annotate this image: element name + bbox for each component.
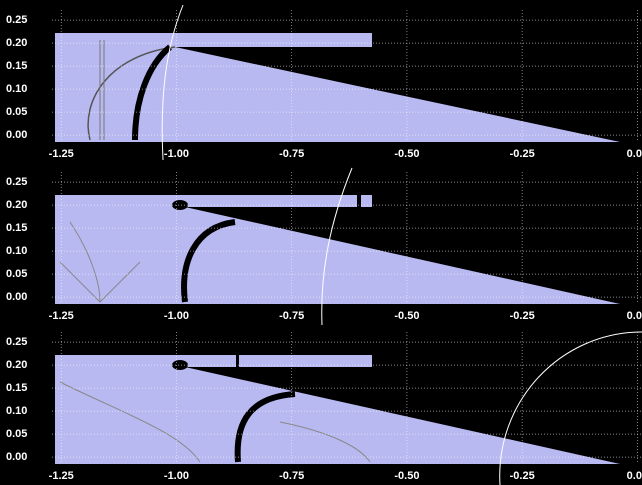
y-tick-label: 0.25: [6, 14, 27, 26]
x-tick-label: -0.75: [279, 310, 304, 322]
x-tick-label: -1.25: [49, 148, 74, 160]
y-tick-label: 0.00: [6, 129, 27, 141]
x-tick-label: -0.25: [510, 470, 535, 482]
x-tick-label: -0.75: [279, 470, 304, 482]
x-tick-label: 0.00: [627, 148, 642, 160]
x-tick-label: -1.00: [164, 148, 189, 160]
y-tick-label: 0.05: [6, 428, 27, 440]
x-tick-label: -0.25: [510, 310, 535, 322]
y-tick-label: 0.10: [6, 83, 27, 95]
x-tick-label: -1.00: [164, 310, 189, 322]
x-tick-label: -1.00: [164, 470, 189, 482]
figure: 0.25 0.20 0.15 0.10 0.05 0.00 -1.25 -1.00 -0.75 -…: [0, 0, 642, 485]
y-tick-label: 0.10: [6, 245, 27, 257]
y-tick-label: 0.10: [6, 405, 27, 417]
x-tick-label: 0.00: [627, 470, 642, 482]
x-tick-label: -0.75: [279, 148, 304, 160]
y-tick-label: 0.00: [6, 291, 27, 303]
x-tick-label: -0.50: [394, 310, 419, 322]
x-tick-label: -0.25: [510, 148, 535, 160]
x-tick-label: -1.25: [49, 310, 74, 322]
y-tick-label: 0.15: [6, 60, 27, 72]
x-tick-label: 0.00: [627, 310, 642, 322]
y-tick-label: 0.20: [6, 199, 27, 211]
y-tick-label: 0.05: [6, 106, 27, 118]
x-tick-label: -0.50: [394, 470, 419, 482]
y-tick-label: 0.15: [6, 382, 27, 394]
vortex: [172, 360, 188, 370]
y-tick-label: 0.20: [6, 37, 27, 49]
x-tick-label: -1.25: [49, 470, 74, 482]
y-tick-label: 0.25: [6, 336, 27, 348]
y-tick-label: 0.20: [6, 359, 27, 371]
x-tick-label: -0.50: [394, 148, 419, 160]
y-tick-label: 0.15: [6, 222, 27, 234]
y-tick-label: 0.05: [6, 268, 27, 280]
y-tick-label: 0.00: [6, 451, 27, 463]
vortex: [172, 200, 188, 210]
y-tick-label: 0.25: [6, 176, 27, 188]
